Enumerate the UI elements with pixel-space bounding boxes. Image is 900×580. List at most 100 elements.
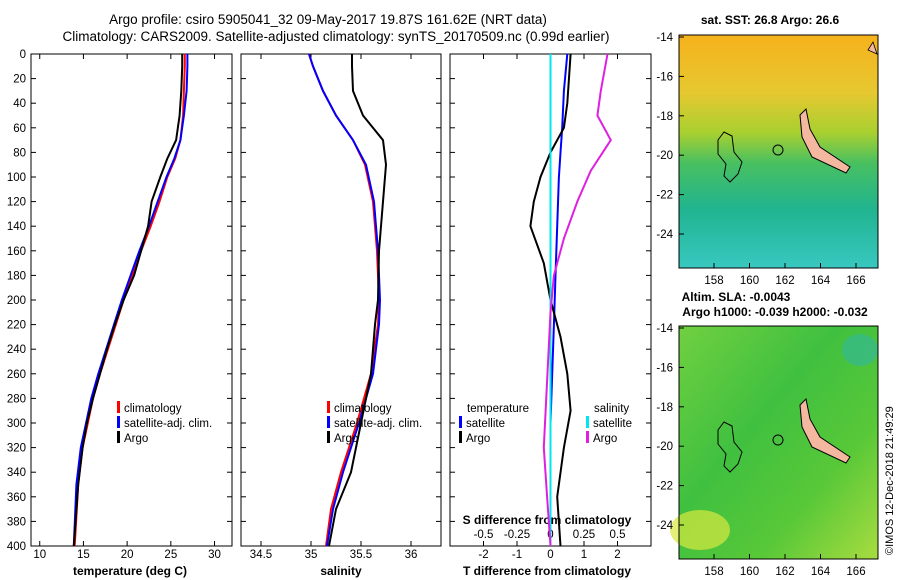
map-lat-label: -16: [656, 362, 673, 374]
depth-tick-label: 80: [13, 147, 26, 159]
depth-tick-label: 220: [7, 320, 26, 332]
temperature-xlabel: temperature (deg C): [73, 564, 187, 578]
map-lat-label: -24: [656, 520, 673, 532]
legend-swatch-t-argo: [459, 431, 462, 443]
depth-tick-label: 200: [7, 295, 26, 307]
depth-tick-label: 20: [13, 74, 26, 86]
sla-map-title-1: Altim. SLA: -0.0043: [682, 290, 791, 304]
legend-s-satellite: satellite: [593, 418, 632, 430]
legend-swatch-argo: [117, 431, 120, 443]
salinity-tick-labels: 34.5 35 35.5 36: [250, 54, 418, 561]
map-lat-label: -22: [656, 190, 673, 202]
depth-tick-label: 100: [7, 172, 26, 184]
difference-xlabel: T difference from climatology: [463, 564, 631, 578]
map-lon-label: 158: [704, 275, 723, 287]
map-lon-label: 164: [811, 275, 831, 287]
depth-tick-label: 40: [13, 98, 26, 110]
x-tick-label: 20: [121, 549, 134, 561]
sla-patch: [670, 510, 730, 550]
x-tick-label: 34.5: [250, 549, 272, 561]
x-tick-label: 35.5: [350, 549, 372, 561]
depth-tick-label: 160: [7, 246, 26, 258]
depth-tick-label: 380: [7, 516, 26, 528]
footer-timestamp: ©IMOS 12-Dec-2018 21:49:29: [884, 406, 896, 555]
x-tick-label: 15: [77, 549, 90, 561]
legend-swatch-s-argo: [586, 431, 589, 443]
depth-tick-label: 0: [20, 49, 26, 61]
x-tick-label: -2: [478, 549, 488, 561]
sla-map: [670, 325, 879, 560]
x-tick-label: 1: [581, 549, 587, 561]
x-tick-label: 25: [164, 549, 177, 561]
title-line-2: Climatology: CARS2009. Satellite-adjuste…: [62, 29, 609, 44]
sst-map-title: sat. SST: 26.8 Argo: 26.6: [701, 13, 840, 27]
depth-tick-label: 340: [7, 467, 26, 479]
series-line-argo: [328, 54, 388, 547]
map-lat-label: -16: [656, 71, 673, 83]
legend-temperature-title: temperature: [467, 403, 529, 415]
legend-t-satellite: satellite: [466, 418, 505, 430]
series-line-argo: [72, 54, 184, 547]
argo-position-marker: [772, 144, 784, 156]
temperature-tick-labels: 10 15 20 25 30: [33, 54, 221, 561]
legend-swatch-climatology: [117, 401, 120, 413]
legend-swatch-s-satellite: [586, 416, 589, 428]
legend-swatch-climatology: [327, 401, 330, 413]
temperature-legend: climatology satellite-adj. clim. Argo: [117, 401, 212, 445]
depth-tick-label: 240: [7, 344, 26, 356]
depth-tick-label: 140: [7, 221, 26, 233]
depth-tick-label: 300: [7, 418, 26, 430]
x-tick-label: -0.25: [504, 529, 530, 541]
map-lon-label: 162: [775, 275, 794, 287]
sla-map-title-2: Argo h1000: -0.039 h2000: -0.032: [682, 305, 868, 319]
legend-s-argo: Argo: [593, 433, 617, 445]
salinity-difference-tick-labels: -0.5 -0.25 0 0.25 0.5: [474, 529, 626, 541]
salinity-difference-xlabel: S difference from climatology: [463, 513, 632, 527]
map-lat-label: -22: [656, 481, 673, 493]
temperature-axes: [30, 53, 233, 547]
map-lon-label: 166: [846, 275, 865, 287]
legend-swatch-satellite: [327, 416, 330, 428]
map-lat-label: -24: [656, 229, 673, 241]
legend-swatch-t-satellite: [459, 416, 462, 428]
title-line-1: Argo profile: csiro 5905041_32 09-May-20…: [109, 12, 547, 27]
series-line-salinity-argo: [542, 53, 612, 547]
depth-tick-label: 260: [7, 369, 26, 381]
depth-tick-label: 120: [7, 197, 26, 209]
depth-tick-label: 320: [7, 443, 26, 455]
x-tick-label: 35: [305, 549, 318, 561]
x-tick-label: 36: [405, 549, 418, 561]
map-lat-label: -20: [656, 441, 673, 453]
map-lat-label: -18: [656, 402, 673, 414]
x-tick-label: 0: [547, 549, 553, 561]
salinity-legend: climatology satellite-adj. clim. Argo: [327, 401, 422, 445]
series-line-satellite-adj-clim-: [72, 54, 189, 547]
temperature-panel: [30, 53, 233, 547]
profile-lines: [72, 53, 612, 547]
island-outline: [717, 131, 743, 183]
legend-t-argo: Argo: [466, 433, 490, 445]
map-lon-label: 160: [740, 566, 759, 578]
sla-patch: [842, 334, 878, 366]
map-lon-label: 164: [811, 566, 831, 578]
new-caledonia-land: [799, 107, 851, 174]
salinity-xlabel: salinity: [320, 564, 362, 578]
argo-position-marker: [772, 434, 784, 446]
series-line-climatology: [73, 54, 186, 547]
map-lat-label: -14: [656, 32, 673, 44]
depth-tick-labels: 0 20 40 60 80 100 120 140 160 180 200 220 240 260 280 3…: [7, 49, 651, 553]
map-lat-label: -14: [656, 323, 673, 335]
series-line-satellite-adj-clim-: [308, 53, 382, 547]
sla-map-ticks: -14 -16 -18 -20 -22 -24 158 160 162 164 166: [656, 323, 865, 578]
depth-tick-label: 280: [7, 393, 26, 405]
legend-satellite: satellite-adj. clim.: [334, 418, 422, 430]
difference-tick-labels: -2 -1 0 1 2: [478, 54, 621, 561]
x-tick-label: 0.25: [573, 529, 595, 541]
legend-salinity-title: salinity: [594, 403, 629, 415]
x-tick-label: -1: [512, 549, 522, 561]
legend-argo: Argo: [124, 433, 148, 445]
x-tick-label: 30: [208, 549, 221, 561]
depth-tick-label: 60: [13, 123, 26, 135]
new-caledonia-land: [799, 397, 851, 464]
map-lon-label: 162: [775, 566, 794, 578]
